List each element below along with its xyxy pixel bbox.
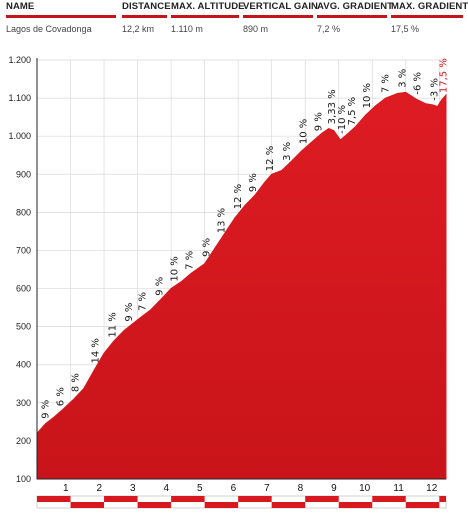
gradient-label: -10 % [337,105,348,134]
gradient-label: 7,5 % [347,97,358,126]
gradient-label: 9 % [201,238,212,257]
stat-vertical-gain-header: VERTICAL GAIN [243,1,319,12]
scale-km-segment [405,502,440,508]
x-tick-label: 9 [331,483,337,494]
stat-vertical-gain: VERTICAL GAIN 890 m [243,0,319,34]
stat-distance-header: DISTANCE [122,1,171,12]
profile-area [36,91,447,480]
scale-km-segment [305,496,339,502]
scale-km-segment [37,496,71,502]
gradient-label: 7 % [138,292,149,311]
x-tick-label: 7 [264,483,270,494]
scale-km-segment [70,502,105,508]
y-tick-label: 200 [16,436,31,446]
gradient-label: 7 % [185,251,196,270]
scale-km-segment [238,496,272,502]
stats-table: NAME Lagos de Covadonga DISTANCE 12,2 km… [0,0,468,40]
gradient-label: 13 % [216,208,227,233]
gradient-label: 10 % [362,83,373,108]
y-tick-label: 700 [16,245,31,255]
x-tick-label: 1 [63,483,69,494]
x-tick-label: 2 [96,483,102,494]
x-tick-label: 6 [231,483,237,494]
stat-name-value: Lagos de Covadonga [6,24,92,34]
stat-max-altitude: MAX. ALTITUDE 1.110 m [171,0,245,34]
gradient-label: -3 % [429,78,440,101]
gradient-label: 11 % [107,312,118,337]
x-tick-label: 4 [164,483,170,494]
stat-max-gradient: MAX. GRADIENT 17,5 % [391,0,468,34]
gradient-label: 3 % [282,142,293,161]
y-tick-label: 600 [16,284,31,294]
gradient-label: 6 % [55,387,66,406]
gradient-label: 9 % [40,400,51,419]
gradient-label: 9 % [154,277,165,296]
gradient-label: 14 % [91,338,102,363]
stat-distance: DISTANCE 12,2 km [122,0,171,34]
x-axis-tick-labels: 1 2 3 4 5 6 7 8 9 10 11 12 [63,483,438,494]
axes [36,58,446,480]
y-tick-label: 1.000 [8,131,31,141]
scale-km-segment [137,502,172,508]
scale-km-segment [204,502,239,508]
stat-max-altitude-value: 1.110 m [171,24,203,34]
y-axis-tick-labels: 100 200 300 400 500 600 700 800 900 1.000 1.100 1.2… [8,55,31,484]
gradient-label: 10 % [169,256,180,281]
scale-km-segment [372,496,406,502]
stat-distance-underline [122,15,167,18]
scale-km-segment [171,496,205,502]
stat-distance-value: 12,2 km [122,24,155,34]
y-tick-label: 1.200 [8,55,31,65]
stat-max-gradient-value: 17,5 % [391,24,420,34]
stat-avg-gradient: AVG. GRADIENT 7,2 % [317,0,394,34]
scale-km-segment [104,496,138,502]
stat-max-altitude-header: MAX. ALTITUDE [171,1,245,12]
scale-km-segment [338,502,373,508]
gradient-label: 9 % [248,173,259,192]
stat-name: NAME Lagos de Covadonga [6,0,116,34]
x-tick-label: 12 [426,483,438,494]
gradient-labels: 9 %6 %8 %14 %11 %9 %7 %9 %10 % 7 %9 %13 %… [40,58,449,419]
stat-max-gradient-header: MAX. GRADIENT [391,1,468,12]
stat-max-altitude-underline [171,15,239,18]
stat-avg-gradient-underline [317,15,387,18]
stat-name-header: NAME [6,1,35,12]
stat-max-gradient-underline [391,15,463,18]
stat-vertical-gain-value: 890 m [243,24,269,34]
gradient-label: 9 % [124,303,135,322]
y-tick-label: 500 [16,322,31,332]
stat-vertical-gain-underline [243,15,313,18]
gradient-label: 7 % [381,74,392,93]
scale-km-segment [439,496,446,502]
x-tick-label: 11 [393,483,404,494]
x-tick-label: 8 [298,483,304,494]
y-tick-label: 1.100 [8,93,31,103]
x-tick-label: 3 [130,483,136,494]
gradient-label: 12 % [233,184,244,209]
gradient-label: -6 % [413,72,424,95]
gradient-label: 17,5 % [438,58,449,93]
y-tick-label: 800 [16,207,31,217]
profile-area-group [36,91,447,480]
gradient-label: 8 % [71,373,82,392]
y-tick-label: 400 [16,360,31,370]
y-tick-label: 300 [16,398,31,408]
distance-scale-strip [36,495,447,509]
gradient-label: 10 % [299,119,310,144]
gradient-label: 12 % [265,146,276,171]
stat-name-underline [6,15,116,18]
y-tick-label: 100 [16,474,31,484]
gradient-label: 3 % [397,69,408,88]
x-tick-label: 5 [197,483,203,494]
scale-km-segment [271,502,306,508]
gradient-label: 9 % [314,112,325,131]
stat-avg-gradient-header: AVG. GRADIENT [317,1,394,12]
gradient-label: 3,33 % [327,89,338,124]
stat-avg-gradient-value: 7,2 % [317,24,341,34]
y-tick-label: 900 [16,169,31,179]
x-tick-label: 10 [359,483,371,494]
